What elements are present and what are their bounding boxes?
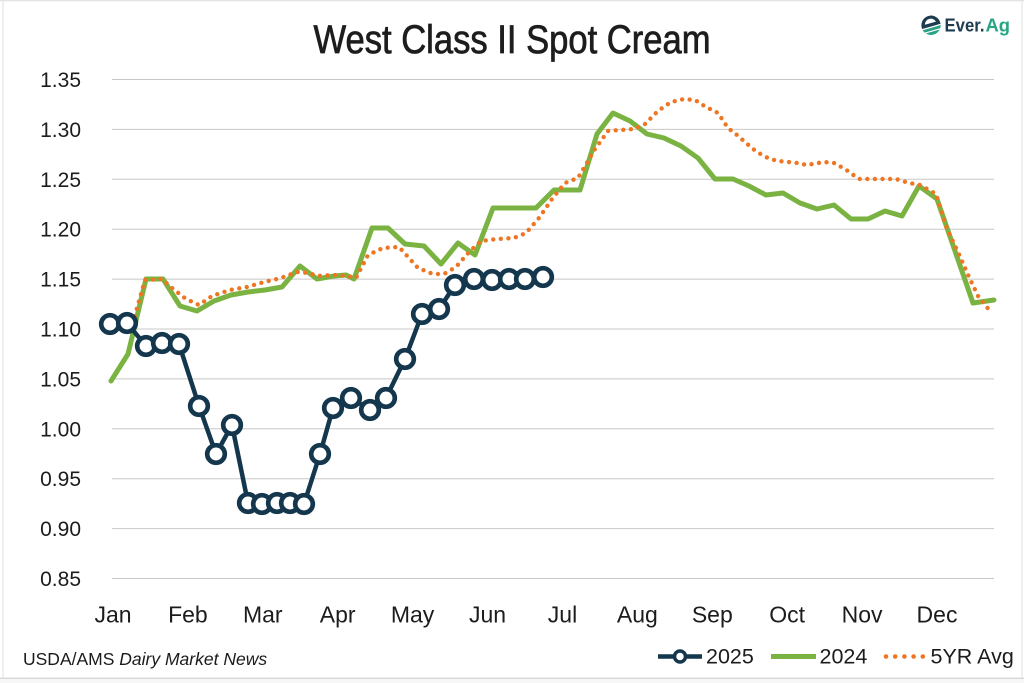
svg-text:Dec: Dec <box>917 602 958 628</box>
svg-text:May: May <box>391 602 435 628</box>
svg-text:0.90: 0.90 <box>40 518 81 541</box>
svg-text:Apr: Apr <box>320 602 356 628</box>
svg-text:Mar: Mar <box>243 602 283 628</box>
svg-text:Aug: Aug <box>617 602 658 628</box>
svg-text:1.25: 1.25 <box>40 169 81 192</box>
svg-text:1.15: 1.15 <box>40 269 81 292</box>
svg-text:5YR Avg: 5YR Avg <box>931 645 1014 669</box>
svg-text:Jun: Jun <box>469 602 506 628</box>
svg-text:2024: 2024 <box>820 645 868 669</box>
svg-text:Sep: Sep <box>692 602 733 628</box>
svg-text:Jul: Jul <box>548 602 577 628</box>
svg-text:Oct: Oct <box>769 602 805 628</box>
svg-text:1.00: 1.00 <box>40 418 81 441</box>
svg-text:USDA/AMS Dairy Market News: USDA/AMS Dairy Market News <box>23 649 267 669</box>
svg-text:2025: 2025 <box>706 645 754 669</box>
svg-text:West Class II Spot Cream: West Class II Spot Cream <box>314 18 711 62</box>
svg-text:1.10: 1.10 <box>40 319 81 342</box>
svg-text:0.85: 0.85 <box>40 568 81 591</box>
svg-text:1.30: 1.30 <box>40 119 81 142</box>
svg-text:Ag: Ag <box>986 15 1011 36</box>
svg-text:Jan: Jan <box>94 602 131 628</box>
svg-text:Nov: Nov <box>842 602 883 628</box>
svg-text:1.05: 1.05 <box>40 368 81 391</box>
svg-text:Feb: Feb <box>168 602 208 628</box>
svg-text:0.95: 0.95 <box>40 468 81 491</box>
svg-text:1.35: 1.35 <box>40 69 81 92</box>
svg-text:Ever.: Ever. <box>945 15 985 36</box>
svg-text:1.20: 1.20 <box>40 219 81 242</box>
